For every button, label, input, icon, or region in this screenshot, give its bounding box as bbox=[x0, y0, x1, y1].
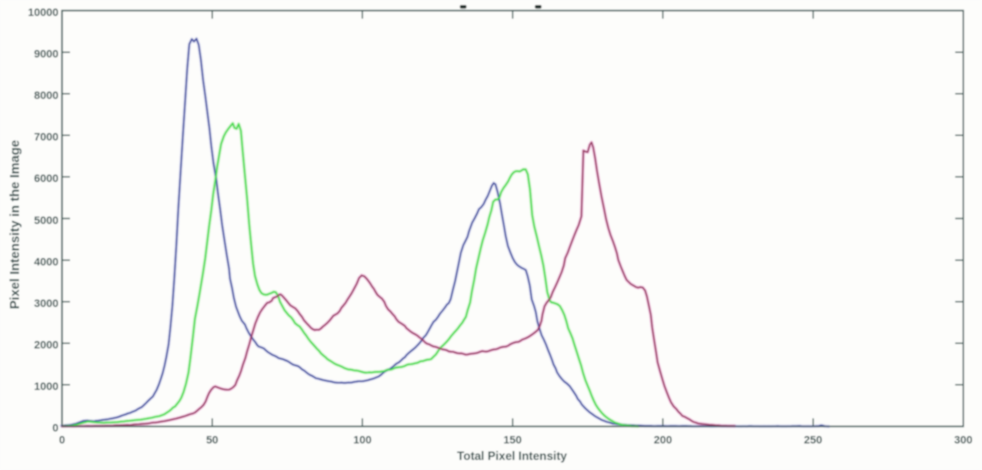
svg-text:1000: 1000 bbox=[34, 381, 58, 393]
svg-text:10000: 10000 bbox=[28, 7, 59, 19]
svg-text:200: 200 bbox=[654, 435, 672, 447]
svg-text:0: 0 bbox=[59, 435, 65, 447]
svg-text:8000: 8000 bbox=[34, 90, 58, 102]
svg-text:Total Pixel Intensity: Total Pixel Intensity bbox=[457, 449, 567, 463]
svg-text:250: 250 bbox=[804, 435, 822, 447]
svg-text:300: 300 bbox=[954, 435, 972, 447]
svg-text:5000: 5000 bbox=[34, 215, 58, 227]
svg-text:6000: 6000 bbox=[34, 173, 58, 185]
svg-text:100: 100 bbox=[353, 435, 371, 447]
svg-text:9000: 9000 bbox=[34, 49, 58, 61]
svg-text:2000: 2000 bbox=[34, 340, 58, 352]
svg-text:3000: 3000 bbox=[34, 298, 58, 310]
svg-text:50: 50 bbox=[206, 435, 218, 447]
svg-text:150: 150 bbox=[503, 435, 521, 447]
svg-text:4000: 4000 bbox=[34, 256, 58, 268]
svg-text:0: 0 bbox=[52, 423, 58, 435]
svg-text:7000: 7000 bbox=[34, 132, 58, 144]
svg-text:Pixel Intensity in the Image: Pixel Intensity in the Image bbox=[7, 140, 22, 309]
